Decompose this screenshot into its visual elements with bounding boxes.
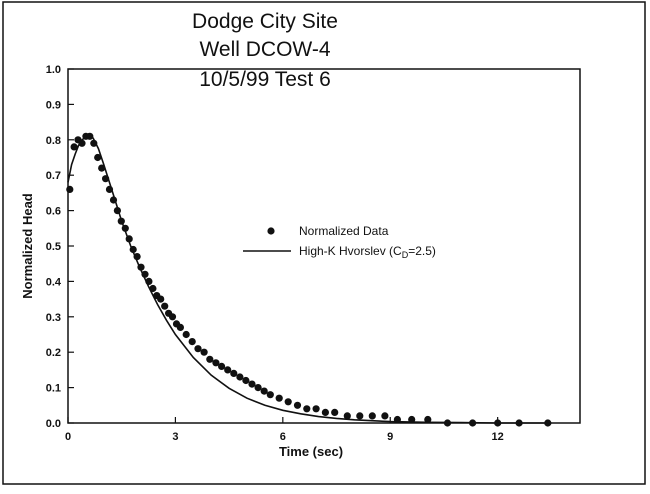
- data-point: [321, 408, 329, 416]
- data-point: [230, 369, 238, 377]
- data-point: [78, 139, 86, 147]
- data-point: [105, 185, 114, 193]
- data-point: [133, 253, 141, 261]
- x-tick-label: 6: [280, 431, 286, 443]
- data-point: [254, 384, 262, 392]
- data-point: [544, 419, 552, 427]
- data-point: [266, 391, 274, 399]
- data-point: [494, 419, 502, 427]
- data-point: [469, 419, 477, 427]
- data-point: [182, 330, 190, 339]
- y-tick-label: 0.4: [46, 276, 62, 288]
- chart-title-line-3: 10/5/99 Test 6: [199, 68, 331, 91]
- data-point: [188, 338, 196, 346]
- data-point: [161, 302, 169, 310]
- chart-title-line-2: Well DCOW-4: [199, 38, 330, 61]
- data-point: [368, 412, 376, 420]
- data-point: [381, 412, 389, 420]
- data-point: [90, 139, 98, 147]
- data-point: [194, 345, 202, 353]
- data-point: [312, 405, 320, 413]
- data-point: [303, 405, 311, 413]
- y-tick-label: 0.2: [46, 347, 61, 359]
- y-axis-label: Normalized Head: [20, 193, 35, 299]
- data-point: [66, 185, 74, 193]
- y-tick-label: 0.6: [46, 206, 61, 218]
- legend-marker-normalized-data: [267, 227, 275, 235]
- data-point: [70, 143, 78, 151]
- data-point: [260, 387, 268, 395]
- data-point: [168, 313, 177, 321]
- y-tick-label: 0.7: [46, 170, 61, 182]
- data-point: [109, 196, 118, 204]
- data-point: [206, 355, 214, 363]
- y-tick-label: 0.9: [46, 99, 61, 111]
- data-point: [356, 412, 364, 420]
- y-tick-label: 0.5: [46, 241, 61, 253]
- data-point: [224, 366, 232, 374]
- data-point: [86, 132, 94, 140]
- data-point: [218, 362, 226, 370]
- y-tick-label: 1.0: [46, 64, 61, 76]
- x-tick-label: 0: [65, 431, 71, 443]
- data-point: [515, 419, 523, 427]
- data-point: [98, 164, 106, 172]
- data-point: [121, 224, 129, 232]
- y-tick-label: 0.3: [46, 312, 61, 324]
- data-point: [113, 207, 121, 215]
- legend-label-subscript: D: [402, 250, 409, 260]
- y-tick-label: 0.1: [46, 383, 61, 395]
- data-point: [424, 415, 432, 424]
- y-tick-label: 0.0: [46, 418, 61, 430]
- data-point: [200, 348, 208, 356]
- data-point: [275, 394, 283, 402]
- data-point: [236, 373, 244, 381]
- data-point: [129, 245, 137, 254]
- data-point: [408, 415, 416, 424]
- legend-label-normalized-data: Normalized Data: [299, 224, 389, 238]
- data-point: [293, 401, 302, 409]
- x-tick-label: 12: [492, 431, 504, 443]
- y-tick-label: 0.8: [46, 135, 61, 147]
- data-point: [248, 380, 256, 388]
- x-axis-label: Time (sec): [279, 444, 343, 459]
- data-point: [212, 359, 220, 367]
- data-point: [149, 284, 157, 293]
- data-point: [284, 398, 292, 406]
- data-point: [343, 412, 351, 420]
- chart-title-line-1: Dodge City Site: [192, 10, 338, 33]
- legend-label-main: High-K Hvorslev (C: [299, 244, 402, 258]
- data-point: [331, 408, 339, 416]
- x-tick-label: 3: [172, 431, 178, 443]
- data-point: [393, 415, 401, 424]
- figure-frame: [2, 1, 646, 485]
- data-point: [176, 323, 184, 331]
- x-tick-label: 9: [387, 431, 393, 443]
- data-point: [94, 153, 102, 162]
- data-point: [141, 270, 149, 278]
- data-point: [102, 175, 110, 183]
- legend: Normalized Data High-K Hvorslev (CD=2.5): [243, 224, 436, 260]
- series-points-normalized-data: [66, 132, 552, 427]
- y-axis-ticks: 0.0 0.1 0.2 0.3 0.4 0.5 0.6 0.7 0.8 0.9 1.0: [46, 64, 74, 430]
- data-point: [137, 263, 145, 271]
- legend-label-suffix: =2.5): [408, 244, 436, 258]
- data-point: [145, 277, 153, 285]
- data-point: [117, 217, 125, 225]
- data-point: [125, 235, 133, 243]
- data-point: [443, 419, 452, 427]
- data-point: [242, 376, 250, 385]
- legend-label-high-k-hvorslev: High-K Hvorslev (CD=2.5): [299, 244, 436, 260]
- data-point: [157, 295, 165, 303]
